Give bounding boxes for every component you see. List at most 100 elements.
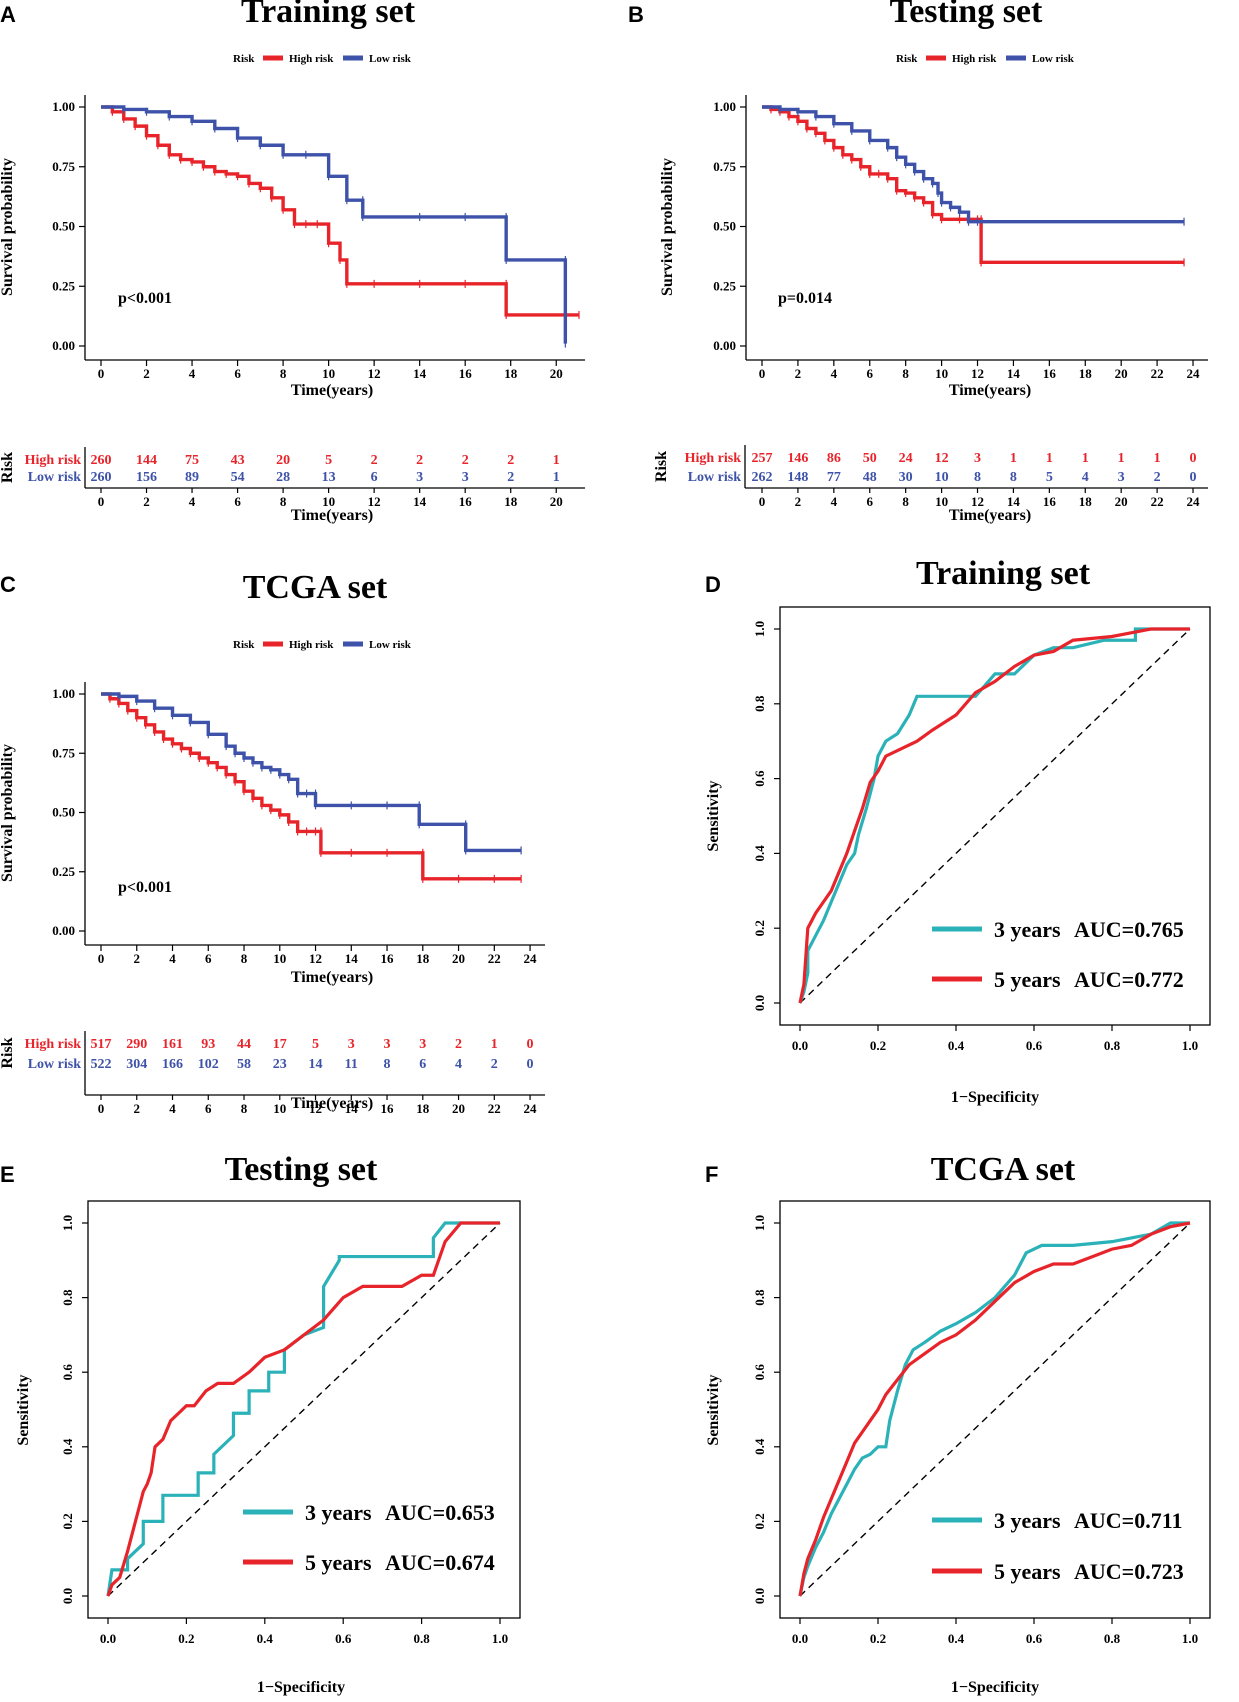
risk-x-tick-label: 4	[189, 494, 196, 509]
risk-count: 3	[384, 1037, 391, 1052]
x-tick-label: 0.8	[413, 1631, 430, 1646]
risk-count: 262	[752, 470, 773, 485]
x-tick-label: 1.0	[1182, 1038, 1198, 1053]
x-tick-label: 16	[459, 366, 473, 381]
x-tick-label: 22	[488, 951, 501, 966]
legend: Risk High risk Low risk	[233, 53, 412, 65]
risk-x-tick-label: 6	[867, 494, 874, 509]
y-tick-label: 0.00	[713, 338, 736, 353]
risk-count: 10	[935, 470, 949, 485]
x-axis-title: Time(years)	[949, 382, 1031, 399]
legend-auc: AUC=0.711	[1074, 1508, 1183, 1533]
risk-count: 3	[1118, 470, 1125, 485]
risk-count: 5	[1046, 470, 1053, 485]
y-axis-title: Sensitivity	[15, 1374, 32, 1445]
legend-years: 3 years	[305, 1500, 372, 1525]
risk-count: 144	[136, 453, 157, 468]
y-tick-label: 0.00	[52, 923, 75, 938]
risk-x-tick-label: 18	[1079, 494, 1093, 509]
y-tick-label: 0.4	[752, 845, 767, 862]
risk-count: 43	[231, 453, 245, 468]
risk-count: 4	[1082, 470, 1089, 485]
x-tick-label: 8	[902, 366, 909, 381]
risk-count: 54	[231, 470, 245, 485]
risk-x-tick-label: 14	[413, 494, 427, 509]
risk-count: 2	[507, 453, 514, 468]
panel-label: A	[0, 2, 16, 27]
x-tick-label: 0.0	[792, 1631, 808, 1646]
risk-x-tick-label: 24	[524, 1101, 538, 1116]
x-tick-label: 0.8	[1104, 1631, 1121, 1646]
panel-label: C	[0, 572, 16, 597]
x-axis-title: 1−Specificity	[951, 1679, 1039, 1696]
y-tick-label: 0.4	[60, 1438, 75, 1455]
risk-x-tick-label: 18	[416, 1101, 430, 1116]
x-tick-label: 0	[98, 951, 105, 966]
risk-count: 8	[974, 470, 981, 485]
legend-label-low: Low risk	[369, 53, 412, 65]
legend: Risk High risk Low risk	[233, 639, 412, 651]
risk-x-tick-label: 0	[98, 1101, 105, 1116]
x-tick-label: 0.4	[948, 1038, 965, 1053]
y-tick-label: 0.75	[713, 159, 736, 174]
legend-label-low: Low risk	[369, 639, 412, 651]
risk-x-axis-title: Time(years)	[291, 507, 373, 524]
series-line-5-years	[798, 627, 1190, 1004]
y-tick-label: 1.00	[52, 99, 75, 114]
risk-count: 2	[462, 453, 469, 468]
x-tick-label: 0.2	[870, 1038, 886, 1053]
risk-count: 24	[899, 451, 913, 466]
risk-count: 1	[1010, 451, 1017, 466]
risk-count: 2	[371, 453, 378, 468]
risk-row-label: High risk	[25, 1037, 82, 1052]
legend-auc: AUC=0.772	[1074, 967, 1184, 992]
legend: Risk High risk Low risk	[896, 53, 1075, 65]
x-tick-label: 8	[280, 366, 287, 381]
chart-title: Training set	[916, 555, 1091, 592]
risk-count: 13	[322, 470, 336, 485]
risk-count: 161	[162, 1037, 183, 1052]
risk-x-tick-label: 18	[504, 494, 518, 509]
y-axis-title: Sensitivity	[705, 780, 722, 851]
chart-title: Training set	[241, 0, 416, 30]
risk-x-tick-label: 20	[550, 494, 563, 509]
series-line-3-years	[798, 627, 1190, 1004]
y-tick-label: 0.50	[52, 805, 75, 820]
y-axis-title: Survival probability	[0, 158, 16, 296]
x-tick-label: 20	[550, 366, 563, 381]
risk-count: 6	[371, 470, 378, 485]
x-tick-label: 10	[935, 366, 948, 381]
x-tick-label: 0.8	[1104, 1038, 1121, 1053]
legend-label-low: Low risk	[1032, 53, 1075, 65]
x-tick-label: 0	[759, 366, 766, 381]
panel-label: D	[705, 572, 721, 597]
plot-frame	[779, 606, 1211, 1026]
chart-title: Testing set	[890, 0, 1043, 30]
x-tick-label: 14	[1007, 366, 1021, 381]
x-tick-label: 10	[322, 366, 335, 381]
x-tick-label: 0.4	[948, 1631, 965, 1646]
reference-diagonal	[799, 1222, 1191, 1597]
y-tick-label: 0.75	[52, 745, 75, 760]
plot-frame	[779, 1200, 1211, 1619]
series-line-low-risk	[101, 105, 568, 344]
y-tick-label: 0.2	[752, 920, 767, 936]
risk-count: 77	[827, 470, 841, 485]
legend-auc: AUC=0.653	[385, 1500, 495, 1525]
risk-x-tick-label: 0	[98, 494, 105, 509]
series-line-high-risk	[101, 692, 522, 881]
risk-count: 86	[827, 451, 841, 466]
legend-title: Risk	[233, 53, 255, 65]
risk-count: 1	[553, 470, 560, 485]
x-tick-label: 2	[134, 951, 141, 966]
y-tick-label: 0.25	[52, 278, 75, 293]
risk-x-tick-label: 16	[381, 1101, 395, 1116]
risk-count: 48	[863, 470, 877, 485]
y-tick-label: 0.0	[752, 995, 767, 1011]
risk-count: 156	[136, 470, 157, 485]
x-tick-label: 8	[241, 951, 248, 966]
x-tick-label: 0.0	[792, 1038, 808, 1053]
x-tick-label: 18	[416, 951, 430, 966]
risk-x-tick-label: 0	[759, 494, 766, 509]
